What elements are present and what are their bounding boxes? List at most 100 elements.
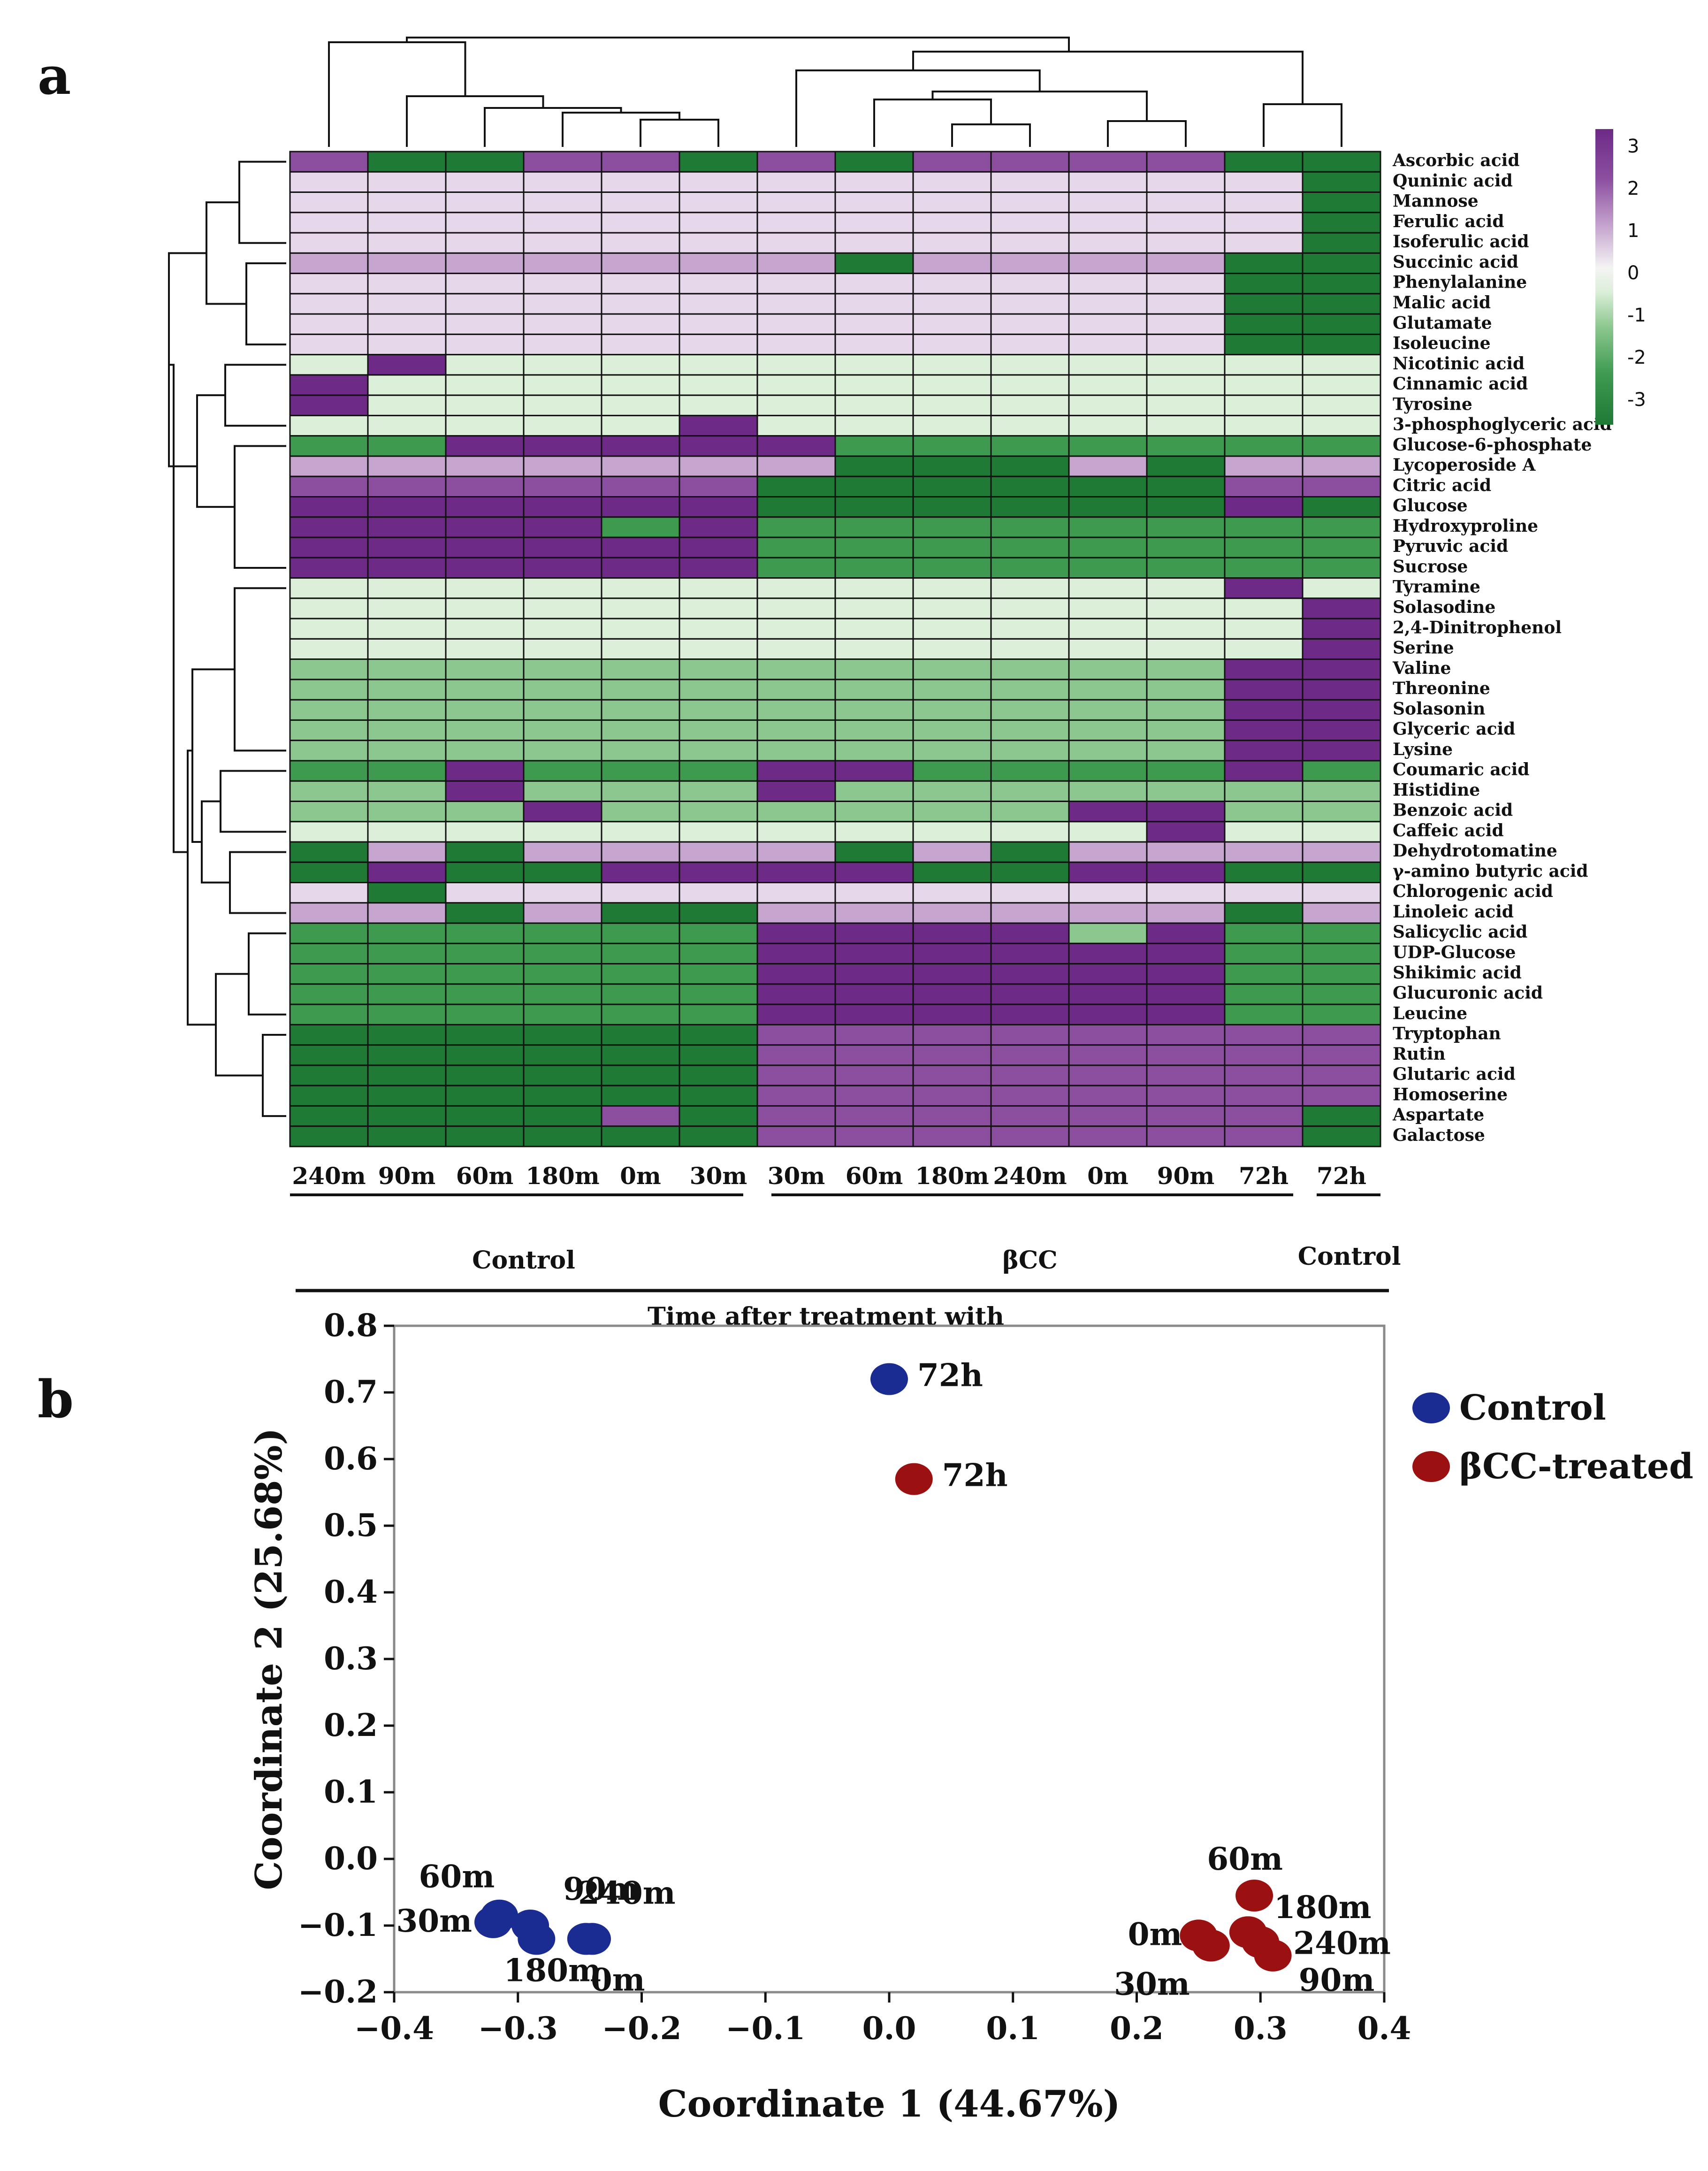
heatmap-cell xyxy=(601,638,680,660)
heatmap-cell xyxy=(1068,1105,1148,1127)
row-label: γ-amino butyric acid xyxy=(1393,861,1588,881)
heatmap-cell xyxy=(679,171,758,193)
heatmap-cell xyxy=(445,841,525,863)
heatmap-cell xyxy=(1302,354,1381,376)
row-label: Glucose-6-phosphate xyxy=(1393,435,1592,455)
heatmap-cell xyxy=(289,394,369,416)
heatmap-cell xyxy=(679,536,758,558)
heatmap-cell xyxy=(445,658,525,680)
heatmap-cell xyxy=(756,942,836,965)
heatmap-cell xyxy=(990,191,1070,214)
row-label: 2,4-Dinitrophenol xyxy=(1393,618,1562,637)
colorbar xyxy=(1595,129,1613,425)
heatmap-cell xyxy=(679,597,758,619)
point-label: 240m xyxy=(1293,1925,1391,1962)
heatmap-cell xyxy=(289,922,369,944)
dendrogram-branch xyxy=(406,37,1070,52)
heatmap-cell xyxy=(679,679,758,701)
heatmap-cell xyxy=(1224,577,1304,599)
heatmap-cell xyxy=(1146,679,1226,701)
heatmap-cell xyxy=(601,455,680,477)
heatmap-cell xyxy=(289,821,369,843)
heatmap-cell xyxy=(289,252,369,275)
heatmap-cell xyxy=(367,414,447,437)
heatmap-cell xyxy=(912,1105,992,1127)
heatmap-cell xyxy=(523,171,602,193)
heatmap-cell xyxy=(601,1105,680,1127)
heatmap-cell xyxy=(445,1024,525,1046)
scatter-chart: −0.4 −0.3 −0.2 −0.1 0.0 0.1 0.2 0.3 0.4 0.8 0.7 0.6… xyxy=(248,1307,1693,2125)
heatmap-cell xyxy=(367,760,447,782)
heatmap-cell xyxy=(445,171,525,193)
heatmap-cell xyxy=(1224,171,1304,193)
heatmap-cell xyxy=(601,861,680,884)
heatmap-cell xyxy=(834,1044,914,1066)
heatmap-cell xyxy=(990,313,1070,335)
heatmap-cell xyxy=(445,313,525,335)
heatmap-cell xyxy=(756,1085,836,1107)
heatmap-cell xyxy=(679,922,758,944)
heatmap-cell xyxy=(834,922,914,944)
heatmap-cell xyxy=(367,780,447,802)
point-label: 72h xyxy=(917,1357,983,1394)
heatmap-cell xyxy=(834,414,914,437)
heatmap-cell xyxy=(289,435,369,457)
heatmap-cell xyxy=(1224,760,1304,782)
heatmap-cell xyxy=(1224,374,1304,396)
heatmap-cell xyxy=(601,841,680,863)
heatmap-cell xyxy=(1068,658,1148,680)
x-tick-label: 0.3 xyxy=(1234,2010,1288,2047)
heatmap-cell xyxy=(1224,496,1304,518)
heatmap-cell xyxy=(1068,740,1148,762)
heatmap-cell xyxy=(990,1085,1070,1107)
heatmap-cell xyxy=(445,557,525,579)
heatmap-cell xyxy=(1068,821,1148,843)
row-label: Solasonin xyxy=(1393,699,1485,719)
heatmap-cell xyxy=(1224,821,1304,843)
heatmap-cell xyxy=(679,273,758,295)
heatmap-cell xyxy=(834,638,914,660)
heatmap-cell xyxy=(289,516,369,538)
heatmap-cell xyxy=(1068,313,1148,335)
heatmap-cell xyxy=(523,1125,602,1147)
heatmap-cell xyxy=(834,394,914,416)
heatmap-cell xyxy=(1302,455,1381,477)
column-label: 90m xyxy=(1157,1162,1215,1190)
heatmap-cell xyxy=(912,882,992,904)
heatmap-cell xyxy=(679,699,758,721)
heatmap-cell xyxy=(289,679,369,701)
heatmap-cell xyxy=(1068,800,1148,823)
heatmap-cell xyxy=(1068,191,1148,214)
heatmap-cell xyxy=(756,618,836,640)
heatmap-cell xyxy=(1224,983,1304,1005)
heatmap-cell xyxy=(1068,333,1148,356)
heatmap-cell xyxy=(445,394,525,416)
heatmap-cell xyxy=(367,841,447,863)
colorbar-tick-label: 3 xyxy=(1627,136,1639,157)
row-label: Lycoperoside A xyxy=(1393,455,1536,475)
heatmap-cell xyxy=(1224,1044,1304,1066)
heatmap-cell xyxy=(289,475,369,498)
heatmap-cell xyxy=(912,1085,992,1107)
heatmap-cell xyxy=(445,922,525,944)
heatmap-cell xyxy=(756,902,836,924)
heatmap-cell xyxy=(756,475,836,498)
scatter-point xyxy=(567,1923,605,1955)
heatmap-cell xyxy=(1068,232,1148,254)
heatmap-cell xyxy=(523,821,602,843)
heatmap-cell xyxy=(912,1003,992,1025)
heatmap-cell xyxy=(445,963,525,985)
heatmap-cell xyxy=(289,760,369,782)
heatmap-cell xyxy=(445,414,525,437)
heatmap-cell xyxy=(1068,719,1148,742)
heatmap-cell xyxy=(289,1085,369,1107)
heatmap-cell xyxy=(289,1044,369,1066)
heatmap-cell xyxy=(834,821,914,843)
heatmap-cell xyxy=(912,740,992,762)
heatmap-cell xyxy=(990,252,1070,275)
heatmap-cell xyxy=(912,699,992,721)
heatmap-cell xyxy=(289,414,369,437)
heatmap-cell xyxy=(1146,1024,1226,1046)
heatmap-cell xyxy=(367,679,447,701)
column-label: 180m xyxy=(915,1162,989,1190)
